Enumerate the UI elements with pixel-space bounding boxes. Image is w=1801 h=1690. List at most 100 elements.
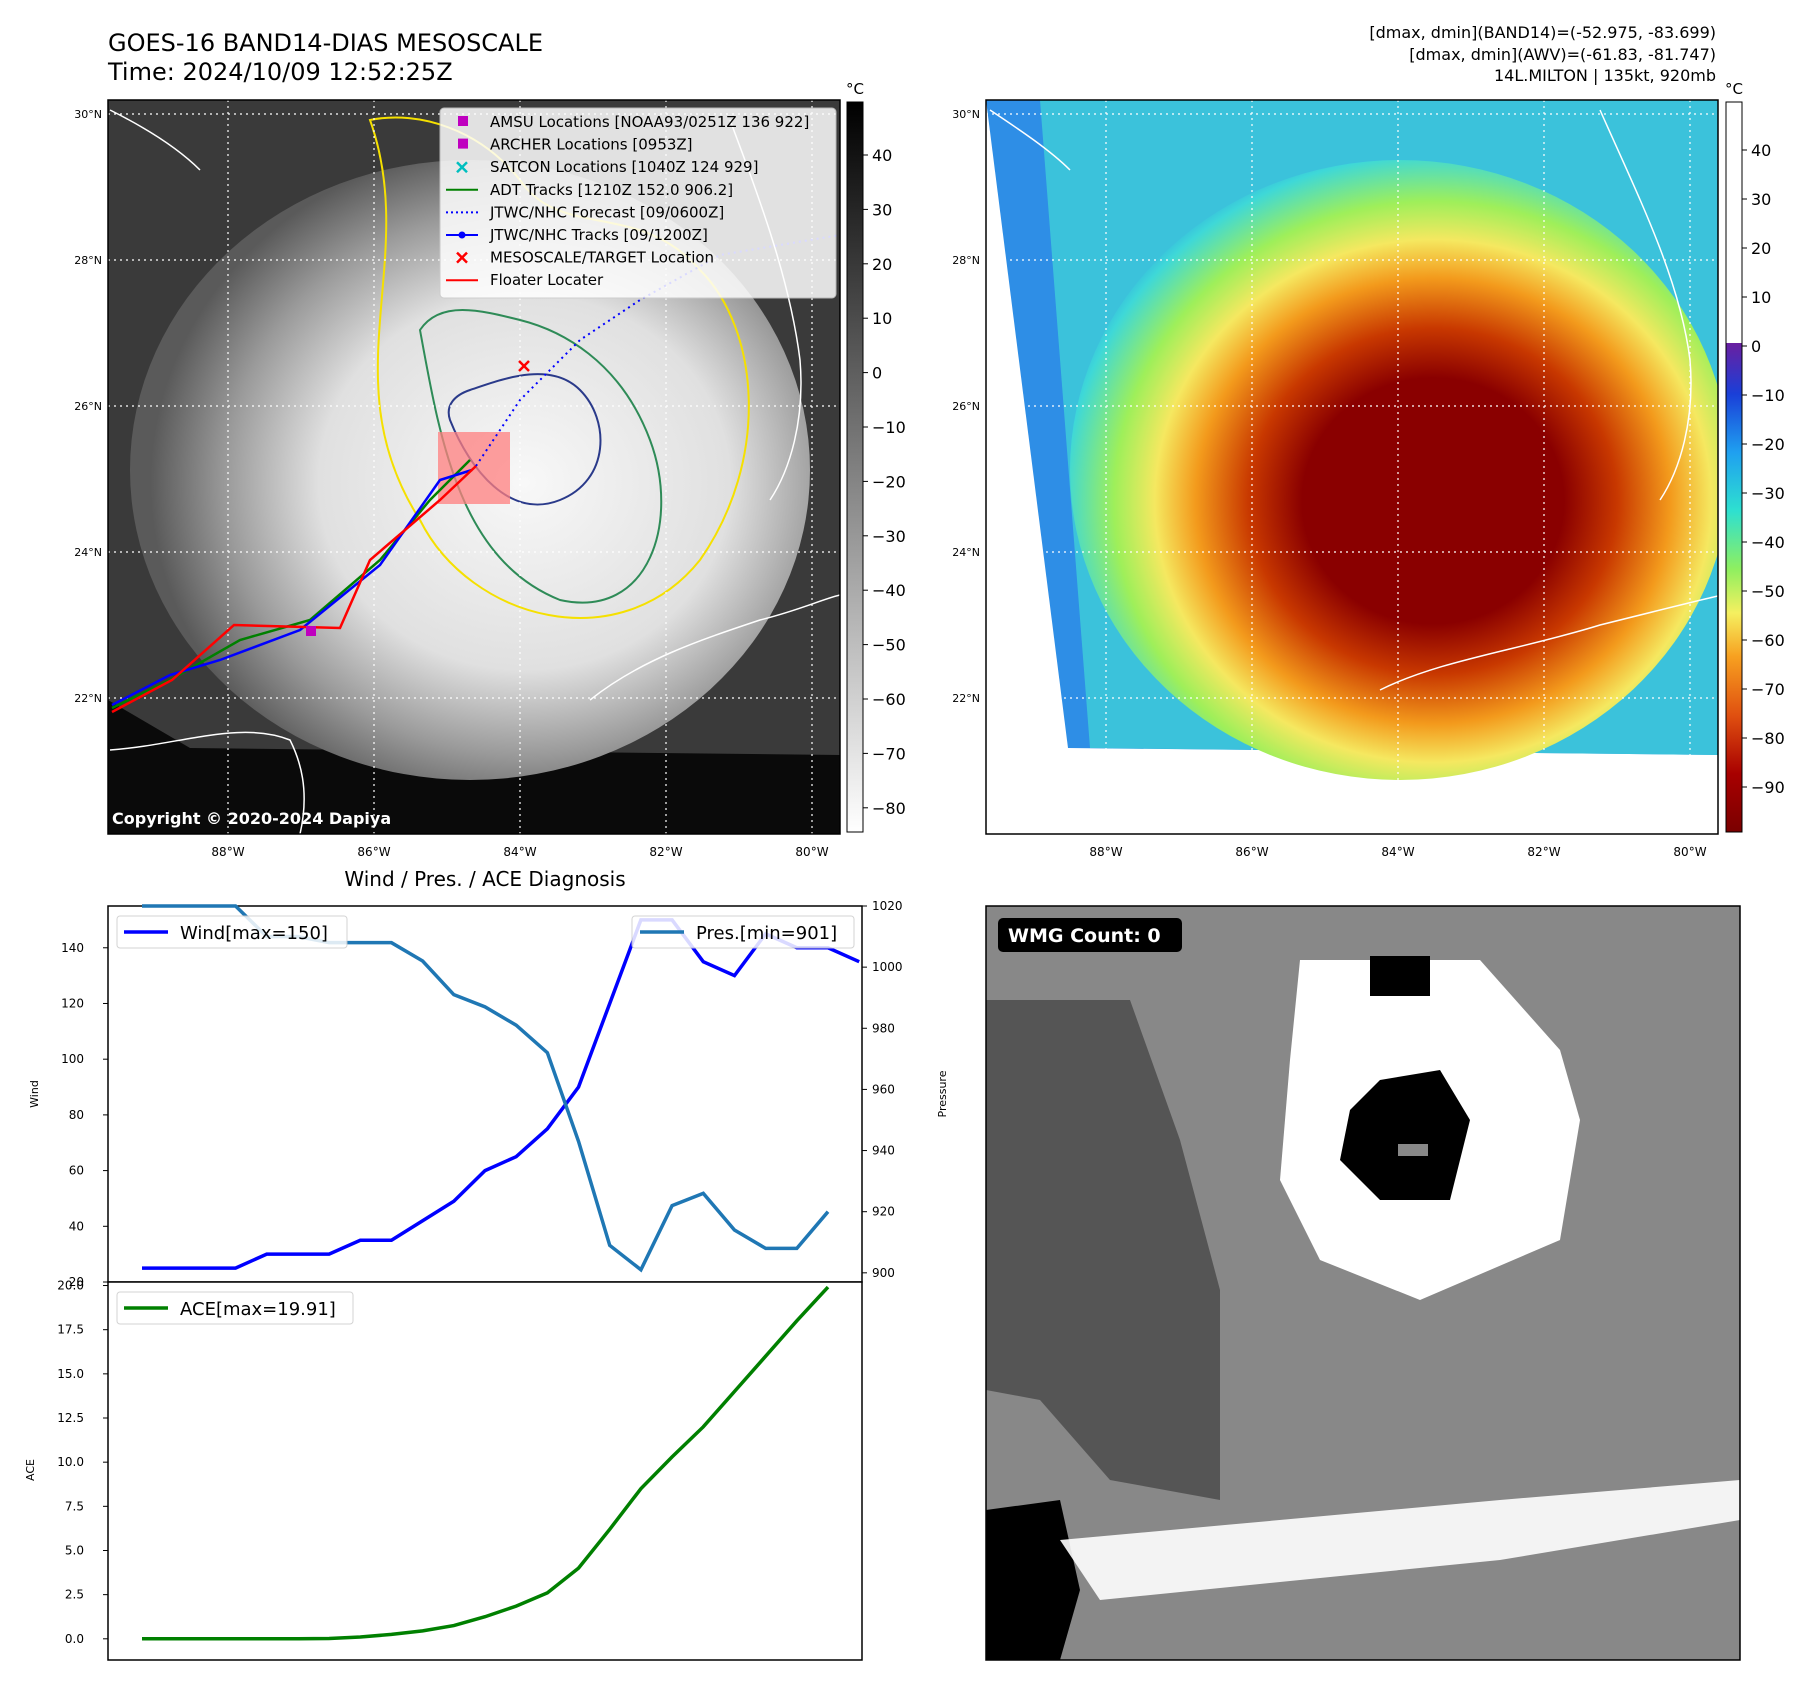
ace-axis-label: ACE xyxy=(24,1459,37,1481)
wind-tick-label: 100 xyxy=(61,1052,84,1066)
wmg-count-box xyxy=(998,918,1182,952)
info-storm: 14L.MILTON | 135kt, 920mb xyxy=(1494,66,1716,85)
wind-axis-label: Wind xyxy=(28,1080,41,1108)
ace-tick-label: 0.0 xyxy=(65,1632,84,1646)
enhanced-colorbar-tick: −90 xyxy=(1751,778,1785,797)
enhanced-lat-label: 28°N xyxy=(952,254,980,267)
mesoscale-target-marker xyxy=(518,360,530,372)
jtwc-track xyxy=(111,468,473,707)
wind-legend-label: Wind[max=150] xyxy=(180,923,328,944)
legend-label: JTWC/NHC Tracks [09/1200Z] xyxy=(489,226,708,244)
amsu-marker xyxy=(306,626,316,636)
wind-tick-label: 20 xyxy=(69,1275,84,1289)
enhanced-lat-label: 24°N xyxy=(952,546,980,559)
ace-tick-label: 15.0 xyxy=(57,1367,84,1381)
ir-colorbar-tick: −10 xyxy=(872,418,906,437)
enhanced-gridlines xyxy=(986,100,1718,834)
ir-colorbar-tick: −80 xyxy=(872,799,906,818)
ace-tick-label: 17.5 xyxy=(57,1323,84,1337)
legend-label: AMSU Locations [NOAA93/0251Z 136 922] xyxy=(490,113,809,131)
diagnosis-title: Wind / Pres. / ACE Diagnosis xyxy=(344,867,625,891)
ir-lon-label: 86°W xyxy=(357,845,390,859)
ir-coastline-cuba xyxy=(589,594,840,701)
enhanced-colorbar-tick: 40 xyxy=(1751,141,1771,160)
ir-colorbar: °C 40 30 20 10 0 −10 −20 −30 −40 −50 −60 −70 −80 xyxy=(846,80,906,833)
pressure-legend: Pres.[min=901] xyxy=(631,915,855,949)
legend-label: ADT Tracks [1210Z 152.0 906.2] xyxy=(490,181,733,199)
enhanced-colorbar-tick: −30 xyxy=(1751,484,1785,503)
enhanced-colorbar-tick: −80 xyxy=(1751,729,1785,748)
wmg-panel: WMG Count: 0 xyxy=(985,905,1741,1661)
enhanced-lon-label: 84°W xyxy=(1381,845,1414,859)
enhanced-colorbar-tick: −50 xyxy=(1751,582,1785,601)
pressure-tick-label: 960 xyxy=(872,1082,895,1096)
wind-series-line xyxy=(142,918,860,1270)
enhanced-lat-label: 22°N xyxy=(952,692,980,705)
ir-lat-label: 22°N xyxy=(74,692,102,705)
track-legend: AMSU Locations [NOAA93/0251Z 136 922] ARC… xyxy=(439,107,837,299)
info-band14: [dmax, dmin](BAND14)=(-52.975, -83.699) xyxy=(1369,23,1716,42)
enhanced-coastline-gulf xyxy=(989,109,1071,171)
ir-colorbar-tick: −50 xyxy=(872,636,906,655)
ir-lon-label: 88°W xyxy=(211,845,244,859)
ir-lat-label: 28°N xyxy=(74,254,102,267)
pressure-tick-label: 900 xyxy=(872,1266,895,1280)
enhanced-colorbar-tick: −10 xyxy=(1751,386,1785,405)
floater-track xyxy=(111,465,477,714)
ir-contour-green xyxy=(418,309,663,604)
legend-label: JTWC/NHC Forecast [09/0600Z] xyxy=(489,203,724,221)
ir-colorbar-tick: 40 xyxy=(872,146,892,165)
enhanced-coastline-florida xyxy=(1599,109,1692,501)
enhanced-colorbar-unit: °C xyxy=(1725,80,1743,98)
legend-label: Floater Locater xyxy=(490,271,604,289)
ir-lat-label: 24°N xyxy=(74,546,102,559)
ir-map-frame xyxy=(107,99,841,835)
legend-item: JTWC/NHC Forecast [09/0600Z] xyxy=(446,203,724,221)
ir-colorbar-tick: −20 xyxy=(872,472,906,491)
enhanced-lon-label: 86°W xyxy=(1235,845,1268,859)
legend-label: MESOSCALE/TARGET Location xyxy=(490,249,714,267)
ir-lon-label: 82°W xyxy=(649,845,682,859)
ir-colorbar-tick: −70 xyxy=(872,744,906,763)
ace-tick-label: 12.5 xyxy=(57,1411,84,1425)
legend-item: Floater Locater xyxy=(446,271,604,289)
pressure-tick-label: 920 xyxy=(872,1205,895,1219)
pressure-tick-label: 1000 xyxy=(872,960,903,974)
ace-tick-label: 10.0 xyxy=(57,1455,84,1469)
pressure-axis-label: Pressure xyxy=(936,1070,949,1117)
enhanced-lon-label: 82°W xyxy=(1527,845,1560,859)
ace-legend: ACE[max=19.91] xyxy=(116,1291,354,1325)
enhanced-colorbar-tick: 20 xyxy=(1751,239,1771,258)
ace-tick-label: 7.5 xyxy=(65,1499,84,1513)
legend-item: ARCHER Locations [0953Z] xyxy=(458,136,693,154)
enhanced-map-frame xyxy=(985,99,1719,835)
copyright-text: Copyright © 2020-2024 Dapiya xyxy=(112,809,391,828)
ir-colorbar-tick: −60 xyxy=(872,690,906,709)
ace-tick-label: 20.0 xyxy=(57,1279,84,1293)
wind-tick-label: 40 xyxy=(69,1219,84,1233)
enhanced-colorbar-tick: 10 xyxy=(1751,288,1771,307)
ace-chart: ACE 0.0 2.5 5.0 7.5 10.0 12.5 15.0 17.5 20.0 ACE… xyxy=(24,1279,863,1661)
ir-lon-label: 84°W xyxy=(503,845,536,859)
enhanced-storm-cloud xyxy=(1070,160,1718,780)
ir-colorbar-tick: −40 xyxy=(872,581,906,600)
wmg-eye xyxy=(1398,1144,1428,1156)
wmg-north-cell xyxy=(1370,956,1430,996)
enhanced-colorbar-tick: 30 xyxy=(1751,190,1771,209)
enhanced-map-panel xyxy=(985,99,1719,835)
enhanced-coastline-cuba xyxy=(1379,595,1718,691)
legend-item: ADT Tracks [1210Z 152.0 906.2] xyxy=(446,181,733,199)
enhanced-colorbar-tick: 0 xyxy=(1751,337,1761,356)
legend-label: SATCON Locations [1040Z 124 929] xyxy=(490,158,758,176)
ir-colorbar-tick: 0 xyxy=(872,364,882,383)
ir-map-panel: Copyright © 2020-2024 Dapiya AMSU Locati… xyxy=(107,99,841,835)
wmg-frame xyxy=(985,905,1741,1661)
legend-item: SATCON Locations [1040Z 124 929] xyxy=(456,158,758,176)
ir-colorbar-tick: 30 xyxy=(872,200,892,219)
pressure-tick-label: 980 xyxy=(872,1021,895,1035)
wind-legend: Wind[max=150] xyxy=(116,915,348,949)
enhanced-colorbar-tick: −60 xyxy=(1751,631,1785,650)
ir-colorbar-unit: °C xyxy=(846,80,864,98)
ir-lat-label: 30°N xyxy=(74,108,102,121)
pressure-tick-label: 1020 xyxy=(872,899,903,913)
